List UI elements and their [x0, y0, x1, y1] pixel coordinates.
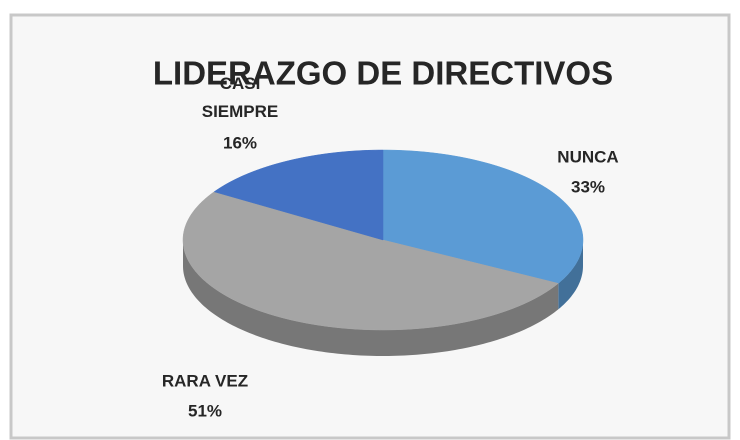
chart-title: LIDERAZGO DE DIRECTIVOS: [153, 55, 613, 92]
pie-slice-side: [183, 240, 559, 356]
pie-slice-side: [558, 240, 583, 310]
slice-value-label: 33%: [571, 177, 605, 196]
pie-slice: [213, 149, 384, 241]
pie-slice: [382, 149, 584, 284]
slice-value-label: 16%: [223, 133, 257, 152]
slice-label: CASI SIEMPRE: [202, 74, 279, 121]
slice-value-label: 51%: [188, 401, 222, 420]
slice-label: RARA VEZ: [162, 371, 248, 390]
slice-label: NUNCA: [557, 147, 618, 166]
pie-slice: [182, 191, 559, 331]
